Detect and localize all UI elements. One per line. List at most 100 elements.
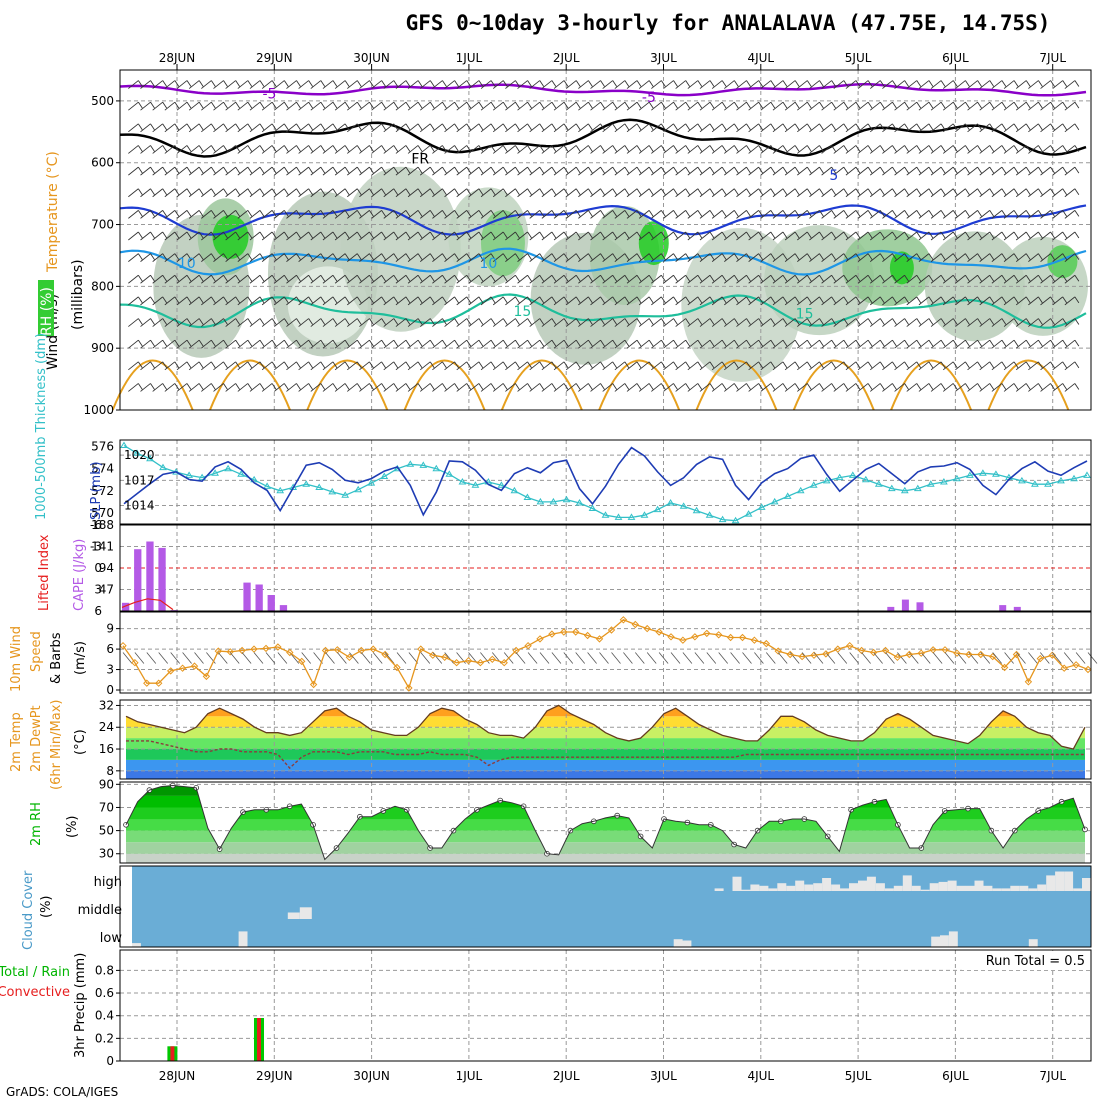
wind-barb	[1040, 210, 1055, 219]
wind-barb	[298, 296, 313, 306]
cloud-bar	[938, 881, 948, 891]
wind-barb	[687, 318, 703, 327]
wind-barb	[468, 339, 484, 349]
wind-barb	[1040, 101, 1055, 111]
day-label-bottom: 1JUL	[456, 1069, 483, 1083]
wind-barb	[602, 253, 618, 262]
wind-barb	[979, 296, 995, 306]
surface-wind-barb	[1004, 652, 1014, 664]
y-tick-label: 0	[106, 1054, 114, 1068]
wind-barb	[371, 296, 386, 306]
wind-barb	[249, 166, 265, 176]
wind-barb	[164, 361, 180, 371]
y-tick-label: 8	[106, 764, 114, 778]
wind-barb	[821, 210, 836, 219]
wind-barb	[1015, 80, 1031, 89]
day-label-top: 28JUN	[159, 51, 196, 65]
wind-barb	[809, 145, 824, 154]
wind-barb	[638, 296, 654, 306]
wind-barb	[942, 210, 958, 219]
cloud-bar	[1028, 939, 1038, 947]
y-tick-label: 90	[99, 777, 114, 791]
cloud-bar	[1082, 878, 1091, 891]
wind-barb	[784, 274, 800, 284]
wind-barb	[444, 145, 459, 154]
wind-barb	[541, 210, 557, 219]
wind-barb	[1052, 339, 1068, 349]
wind-barb	[176, 188, 192, 198]
wind-barb	[614, 188, 630, 198]
wind-barb	[748, 80, 764, 89]
wind-barb	[748, 318, 764, 327]
wind-barb	[1040, 80, 1055, 89]
surface-wind-barb	[742, 652, 752, 664]
wind-barb	[578, 123, 593, 133]
thickness-tick: 574	[91, 462, 114, 476]
wind-barb	[286, 231, 301, 241]
wind-barb	[590, 231, 605, 241]
wind-barb	[176, 166, 192, 176]
wind-barb	[298, 101, 313, 111]
wind-barb	[529, 188, 545, 198]
wind-barb	[480, 145, 496, 154]
wind-barb	[359, 166, 374, 176]
wind-barb	[869, 318, 885, 327]
wind-barb	[833, 274, 849, 284]
wind-barb	[651, 166, 666, 176]
temp-band	[126, 738, 1085, 749]
wind-barb	[784, 80, 800, 89]
wind-barb	[383, 383, 399, 392]
wind-barb	[261, 361, 277, 371]
wind-barb	[383, 123, 399, 133]
wind-barb	[967, 80, 982, 89]
wind-barb	[578, 318, 593, 327]
wind-barb	[140, 296, 155, 306]
wind-barb	[395, 101, 411, 111]
wind-barb	[882, 166, 897, 176]
wind-barb	[322, 145, 338, 154]
wind-barb	[602, 188, 618, 198]
wind-barb	[687, 253, 703, 262]
rh-area	[842, 229, 933, 307]
wind-barb	[468, 166, 484, 176]
wind-barb	[711, 339, 727, 349]
surface-wind-barb	[265, 652, 276, 664]
wind-barb	[322, 166, 338, 176]
wind-barb	[869, 274, 885, 284]
y-tick-label: 500	[91, 94, 114, 108]
surface-wind-barb	[861, 652, 871, 664]
surface-wind-barb	[551, 652, 562, 664]
wind-barb	[334, 274, 350, 284]
wind-barb	[432, 253, 447, 262]
wind-barb	[298, 253, 313, 262]
wind-barb	[346, 318, 362, 327]
wind-barb	[310, 318, 326, 327]
surface-wind-barb	[372, 652, 383, 664]
wind-barb	[882, 339, 897, 349]
wind-speed-point	[905, 650, 914, 659]
wind-barb	[346, 123, 362, 133]
wind-barb	[845, 101, 861, 111]
surface-wind-barb	[813, 652, 824, 664]
wind-barb	[565, 188, 581, 198]
wind-barb	[371, 361, 386, 371]
wind-barb	[1028, 296, 1043, 306]
wind-barb	[894, 274, 909, 284]
wind-barb	[930, 274, 946, 284]
wind-barb	[152, 318, 168, 327]
wind-barb	[383, 274, 399, 284]
bottom-day-labels: 28JUN 29JUN 30JUN 1JUL 2JUL 3JUL 4JUL 5JUL 6JUL 7…	[159, 1069, 1067, 1083]
wind-barb	[553, 318, 569, 327]
wind-barb	[699, 101, 715, 111]
wind-barb	[432, 296, 447, 306]
wind-barb	[480, 188, 496, 198]
wind-barb	[979, 231, 995, 241]
wind-barb	[1015, 318, 1031, 327]
wind-barb	[1003, 339, 1019, 349]
wind-barb	[261, 123, 277, 133]
wind-barb	[419, 166, 435, 176]
wind-barb	[797, 101, 812, 111]
precip-panel: 00.20.40.60.8 Run Total = 0.5 Total / Ra…	[0, 949, 1092, 1068]
isotherm-minus5	[119, 82, 1087, 97]
wind-barb	[967, 296, 982, 306]
